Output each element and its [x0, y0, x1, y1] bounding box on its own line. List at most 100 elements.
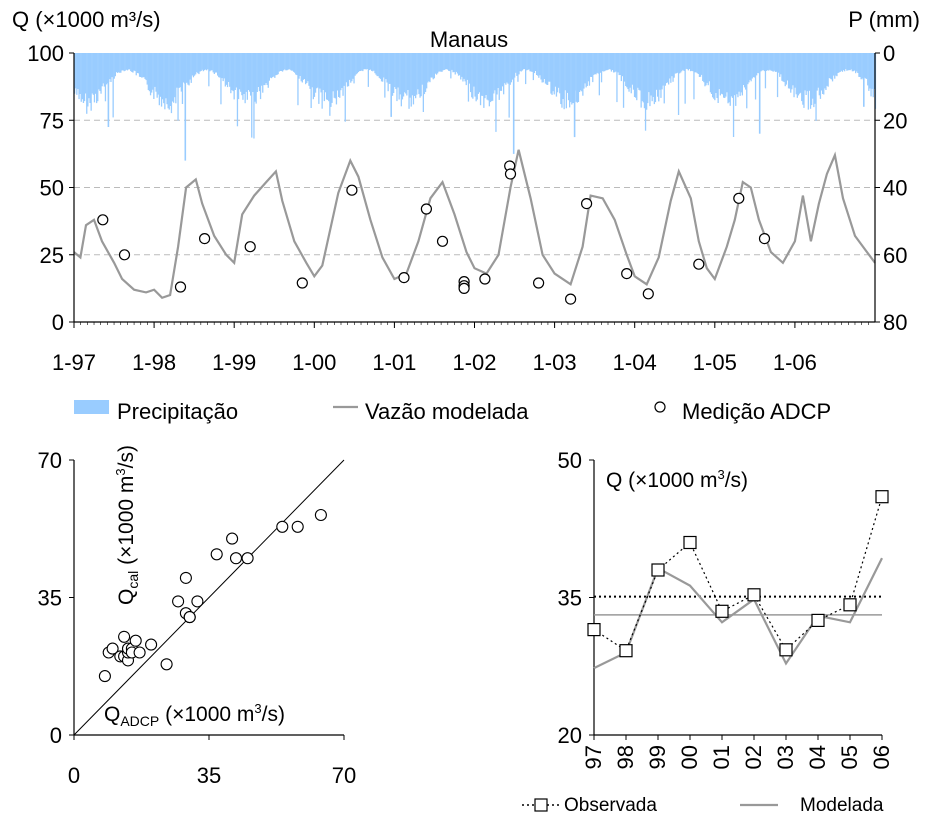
precipitation-bar: [496, 53, 498, 95]
precipitation-bar: [113, 53, 115, 79]
precipitation-bar: [720, 53, 723, 94]
precipitation-bar: [465, 53, 467, 86]
precipitation-bar: [229, 53, 231, 87]
observed-marker: [875, 490, 889, 504]
precipitation-bar: [706, 53, 708, 83]
precipitation-bar: [166, 53, 168, 105]
precipitation-bar: [840, 53, 842, 71]
precipitation-bar: [156, 53, 158, 98]
precipitation-bar: [258, 53, 261, 92]
precipitation-bar: [603, 53, 605, 72]
precipitation-bar: [828, 53, 830, 78]
precipitation-bar: [291, 53, 294, 71]
scatter-point: [129, 634, 142, 647]
precipitation-bar: [122, 53, 124, 71]
precipitation-bar: [168, 53, 170, 110]
precipitation-bar: [859, 53, 861, 77]
precipitation-bar: [383, 53, 385, 78]
precipitation-bar: [581, 53, 583, 92]
precipitation-bar: [594, 53, 596, 75]
precipitation-bar: [136, 53, 138, 73]
precipitation-peak: [863, 53, 865, 107]
precipitation-bar: [710, 53, 713, 94]
precipitation-bar: [663, 53, 665, 104]
adcp-point: [693, 258, 705, 270]
precipitation-bar: [159, 53, 162, 97]
precipitation-bar: [654, 53, 657, 103]
precipitation-bar: [712, 53, 714, 98]
precipitation-bar: [738, 53, 740, 92]
precipitation-bar: [644, 53, 647, 131]
adcp-point: [174, 281, 187, 293]
precipitation-bar: [244, 53, 246, 104]
precipitation-bar: [158, 53, 160, 106]
precipitation-bar: [825, 53, 827, 90]
precipitation-bar: [626, 53, 628, 88]
precipitation-bar: [553, 53, 555, 95]
precipitation-bar: [577, 53, 580, 102]
precipitation-bar: [679, 53, 681, 74]
precipitation-bar: [616, 53, 618, 103]
precipitation-bar: [118, 53, 120, 73]
precipitation-bar: [450, 53, 452, 79]
precipitation-bar: [171, 53, 174, 102]
precipitation-bar: [674, 53, 676, 74]
x-tick-label: 1-98: [132, 350, 176, 375]
precipitation-bar: [339, 53, 341, 98]
precipitation-bar: [763, 53, 765, 72]
precipitation-bar: [845, 53, 847, 70]
precipitation-bar: [749, 53, 751, 80]
precipitation-bar: [285, 53, 287, 71]
precipitation-bar: [114, 53, 116, 77]
precipitation-bar: [180, 53, 182, 92]
precipitation-bar: [797, 53, 800, 96]
precipitation-bar: [610, 53, 613, 72]
precipitation-bar: [827, 53, 829, 87]
precipitation-bar: [357, 53, 360, 73]
precipitation-bar: [127, 53, 130, 70]
precipitation-bar: [178, 53, 180, 88]
precipitation-bar: [779, 53, 781, 77]
scatter-point: [183, 611, 196, 624]
precipitation-bar: [554, 53, 556, 87]
precipitation-bar: [505, 53, 507, 85]
precipitation-bar: [207, 53, 209, 70]
left-tick-label: 100: [27, 41, 64, 66]
precipitation-bar: [365, 53, 367, 70]
precipitation-bar: [517, 53, 519, 82]
precipitation-bar: [327, 53, 329, 100]
precipitation-bar: [355, 53, 357, 75]
precipitation-bar: [702, 53, 704, 81]
precipitation-bar: [592, 53, 594, 83]
precipitation-bar: [388, 53, 390, 84]
precipitation-bar: [385, 53, 387, 80]
precipitation-bar: [760, 53, 762, 72]
precipitation-bar: [599, 53, 602, 73]
precipitation-bar: [352, 53, 354, 79]
precipitation-bar: [630, 53, 632, 94]
precipitation-bar: [101, 53, 103, 87]
annual-x-tick-label: 03: [773, 745, 798, 769]
scatter-point: [106, 642, 119, 655]
precipitation-bar: [400, 53, 402, 107]
precipitation-bar: [807, 53, 809, 110]
precipitation-bar: [838, 53, 840, 73]
precipitation-bar: [89, 53, 91, 103]
precipitation-bar: [771, 53, 773, 71]
scatter-point: [241, 552, 254, 565]
precipitation-bar: [776, 53, 779, 98]
precipitation-bar: [119, 53, 121, 73]
precipitation-bar: [650, 53, 652, 96]
precipitation-bar: [734, 53, 736, 96]
precipitation-bar: [629, 53, 631, 88]
precipitation-bar: [349, 53, 351, 80]
precipitation-bar: [497, 53, 499, 88]
precipitation-bar: [387, 53, 389, 92]
precipitation-bar: [222, 53, 224, 82]
precipitation-bar: [539, 53, 541, 76]
precipitation-bar: [93, 53, 96, 103]
precipitation-bar: [189, 53, 191, 80]
observed-marker: [651, 563, 665, 577]
precipitation-bar: [758, 53, 760, 74]
precipitation-bar: [409, 53, 411, 98]
